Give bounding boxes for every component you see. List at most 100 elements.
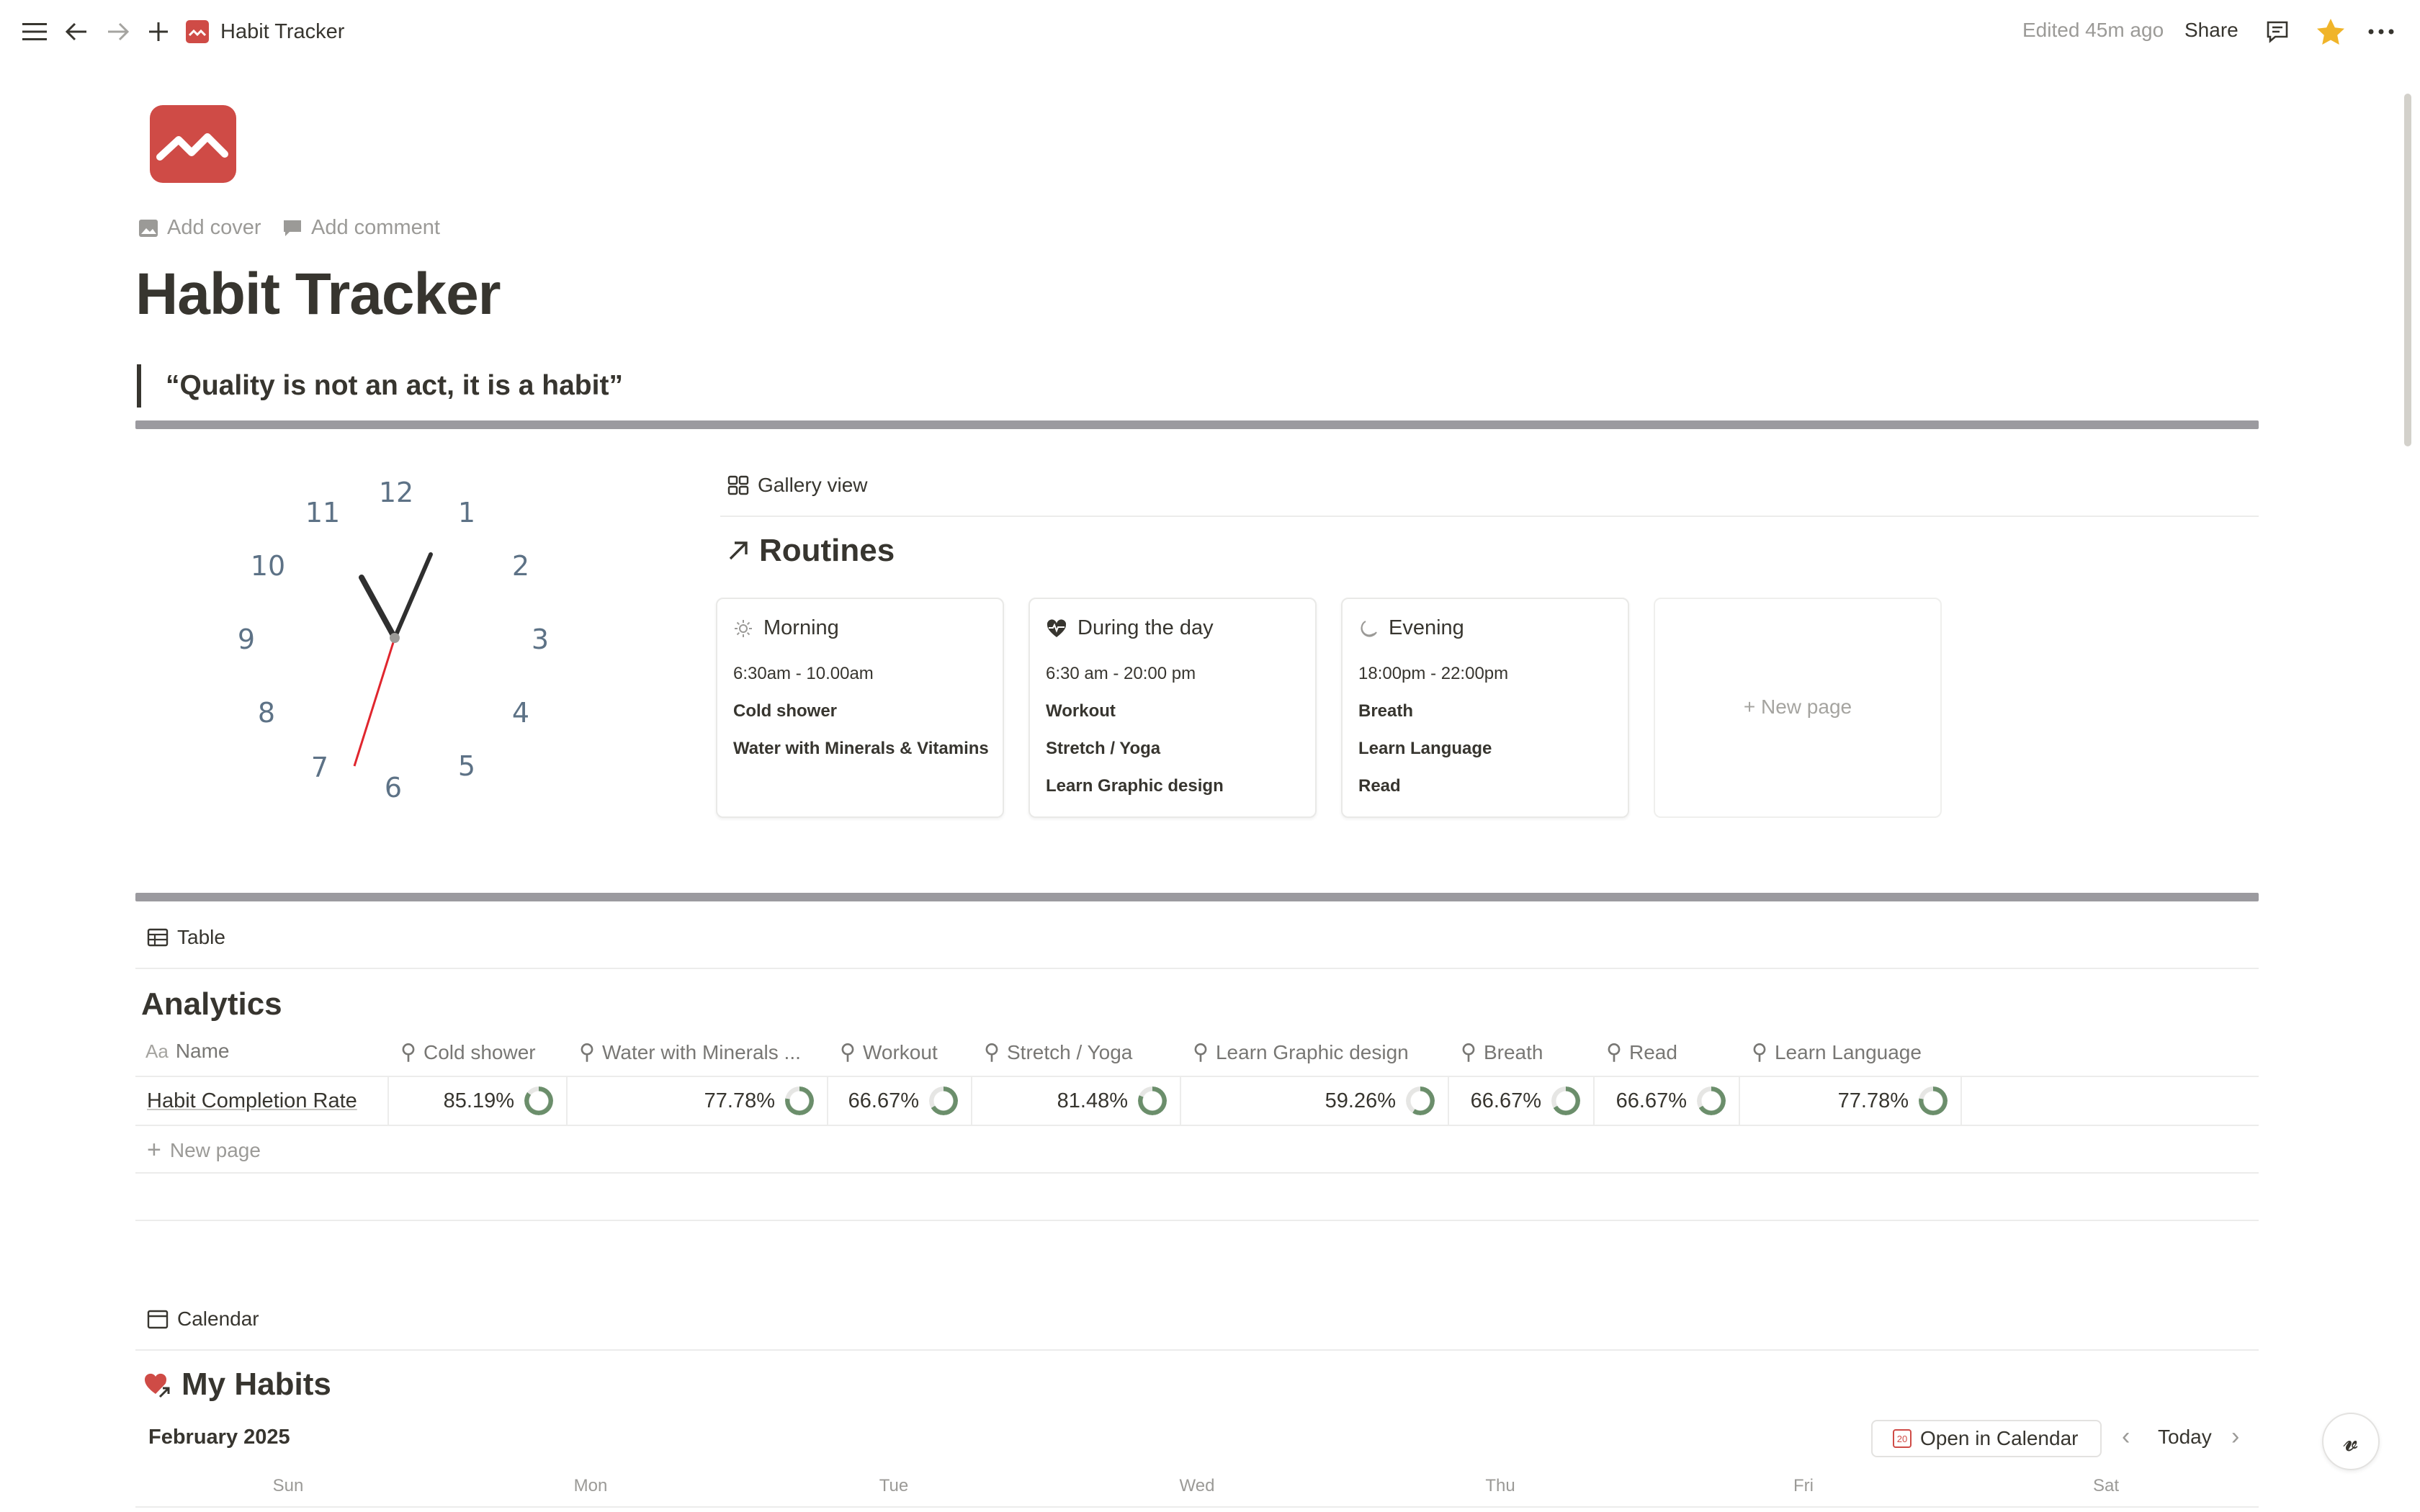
weekday-label: Thu — [1485, 1476, 1515, 1495]
divider — [135, 1220, 2259, 1221]
column-header-breath[interactable]: ⚲ Breath — [1461, 1040, 1543, 1065]
clock-number: 4 — [511, 697, 530, 729]
gallery-icon — [727, 475, 749, 495]
card-habit: Learn Language — [1358, 739, 1492, 758]
column-header-name[interactable]: Aa Name — [145, 1040, 230, 1063]
column-header-cold-shower[interactable]: ⚲ Cold shower — [400, 1040, 536, 1065]
card-title: During the day — [1046, 616, 1214, 640]
row-title[interactable]: Habit Completion Rate — [147, 1089, 357, 1112]
comment-icon[interactable] — [2263, 17, 2292, 46]
divider — [135, 1125, 2259, 1126]
routines-title[interactable]: Routines — [726, 533, 895, 569]
weekday-label: Tue — [879, 1476, 909, 1495]
card-habit: Read — [1358, 776, 1401, 796]
clock-number: 8 — [257, 697, 276, 729]
routine-card-morning[interactable]: Morning 6:30am - 10.00am Cold shower Wat… — [716, 598, 1004, 818]
forward-arrow-icon[interactable] — [104, 17, 133, 46]
column-label: Learn Language — [1774, 1040, 1922, 1063]
open-in-calendar-label: Open in Calendar — [1920, 1427, 2079, 1449]
page-emoji-icon[interactable] — [150, 105, 236, 183]
weekday-label: Sat — [2092, 1476, 2120, 1495]
tab-table-view[interactable]: Table — [147, 926, 225, 949]
weekday-label: Wed — [1179, 1476, 1215, 1495]
clock-number: 1 — [457, 497, 476, 528]
table-cell[interactable]: 59.26% — [1181, 1077, 1449, 1125]
table-cell[interactable]: 81.48% — [972, 1077, 1181, 1125]
image-icon — [139, 219, 158, 237]
table-cell-name[interactable]: Habit Completion Rate — [135, 1077, 389, 1125]
column-label: Read — [1628, 1040, 1677, 1063]
page-icon — [186, 20, 209, 43]
card-title-label: During the day — [1077, 616, 1214, 639]
star-icon[interactable] — [2315, 16, 2347, 48]
rate-value: 85.19% — [443, 1089, 514, 1112]
column-header-read[interactable]: ⚲ Read — [1606, 1040, 1677, 1065]
divider — [135, 1076, 2259, 1077]
progress-ring-icon — [929, 1086, 958, 1115]
table-cell[interactable]: 77.78% — [568, 1077, 828, 1125]
table-cell[interactable]: 66.67% — [828, 1077, 972, 1125]
back-arrow-icon[interactable] — [62, 17, 91, 46]
plus-icon: + — [1743, 696, 1762, 718]
tab-calendar-view[interactable]: Calendar — [147, 1308, 259, 1331]
column-header-stretch-yoga[interactable]: ⚲ Stretch / Yoga — [984, 1040, 1132, 1065]
divider — [135, 1506, 2259, 1508]
more-icon[interactable] — [2365, 17, 2397, 46]
breadcrumb-title[interactable]: Habit Tracker — [220, 20, 345, 43]
my-habits-title[interactable]: My Habits — [143, 1367, 331, 1403]
add-cover-label: Add cover — [167, 216, 261, 239]
column-header-learn-graphic-design[interactable]: ⚲ Learn Graphic design — [1193, 1040, 1409, 1065]
routines-title-label: Routines — [759, 533, 895, 568]
card-habit: Workout — [1046, 701, 1116, 721]
clock-number: 6 — [384, 772, 403, 804]
chevron-right-icon[interactable]: › — [2231, 1423, 2240, 1450]
column-header-learn-language[interactable]: ⚲ Learn Language — [1752, 1040, 1922, 1065]
new-row-button[interactable]: + New page — [147, 1136, 261, 1164]
card-habit: Learn Graphic design — [1046, 776, 1224, 796]
arrow-up-right-icon — [729, 541, 748, 560]
card-habit: Breath — [1358, 701, 1414, 721]
routine-card-during-the-day[interactable]: During the day 6:30 am - 20:00 pm Workou… — [1028, 598, 1317, 818]
tab-calendar-label: Calendar — [177, 1308, 259, 1330]
quote-block[interactable]: “Quality is not an act, it is a habit” — [137, 364, 623, 408]
column-label: Breath — [1483, 1040, 1543, 1063]
share-button[interactable]: Share — [2184, 19, 2238, 41]
add-comment-label: Add comment — [311, 216, 440, 239]
search-icon: ⚲ — [840, 1040, 856, 1064]
menu-icon[interactable] — [20, 17, 49, 46]
weekday-label: Sun — [272, 1476, 304, 1495]
tab-gallery-view[interactable]: Gallery view — [727, 474, 867, 497]
chevron-left-icon[interactable]: ‹ — [2122, 1423, 2130, 1450]
table-cell[interactable]: 77.78% — [1740, 1077, 1962, 1125]
today-button[interactable]: Today — [2158, 1426, 2212, 1448]
new-page-label: + New page — [1655, 696, 1940, 719]
search-icon: ⚲ — [1461, 1040, 1476, 1064]
open-in-calendar-button[interactable]: 20 Open in Calendar — [1871, 1420, 2102, 1457]
add-cover-button[interactable]: Add cover — [138, 216, 261, 240]
plus-icon[interactable] — [144, 17, 173, 46]
new-page-text: New page — [1761, 696, 1852, 718]
search-icon: ⚲ — [1193, 1040, 1209, 1064]
column-header-water[interactable]: ⚲ Water with Minerals ... — [579, 1040, 801, 1065]
new-page-card[interactable]: + New page — [1654, 598, 1942, 818]
analytics-title[interactable]: Analytics — [141, 986, 282, 1022]
column-label: Name — [175, 1040, 230, 1062]
progress-ring-icon — [1919, 1086, 1948, 1115]
routine-card-evening[interactable]: Evening 18:00pm - 22:00pm Breath Learn L… — [1341, 598, 1629, 818]
search-icon: ⚲ — [400, 1040, 416, 1064]
my-habits-label: My Habits — [182, 1367, 331, 1402]
column-label: Stretch / Yoga — [1006, 1040, 1133, 1063]
column-label: Workout — [862, 1040, 938, 1063]
page-title[interactable]: Habit Tracker — [135, 261, 501, 327]
divider — [135, 420, 2259, 429]
table-cell[interactable]: 66.67% — [1595, 1077, 1740, 1125]
column-header-workout[interactable]: ⚲ Workout — [840, 1040, 938, 1065]
table-icon — [147, 928, 169, 947]
help-button[interactable]: 𝓿 — [2322, 1413, 2380, 1470]
table-cell[interactable]: 66.67% — [1449, 1077, 1595, 1125]
table-cell[interactable]: 85.19% — [389, 1077, 568, 1125]
text-type-icon: Aa — [145, 1040, 169, 1062]
add-comment-button[interactable]: Add comment — [282, 216, 440, 240]
card-habit: Stretch / Yoga — [1046, 739, 1161, 758]
scrollbar[interactable] — [2404, 94, 2411, 446]
